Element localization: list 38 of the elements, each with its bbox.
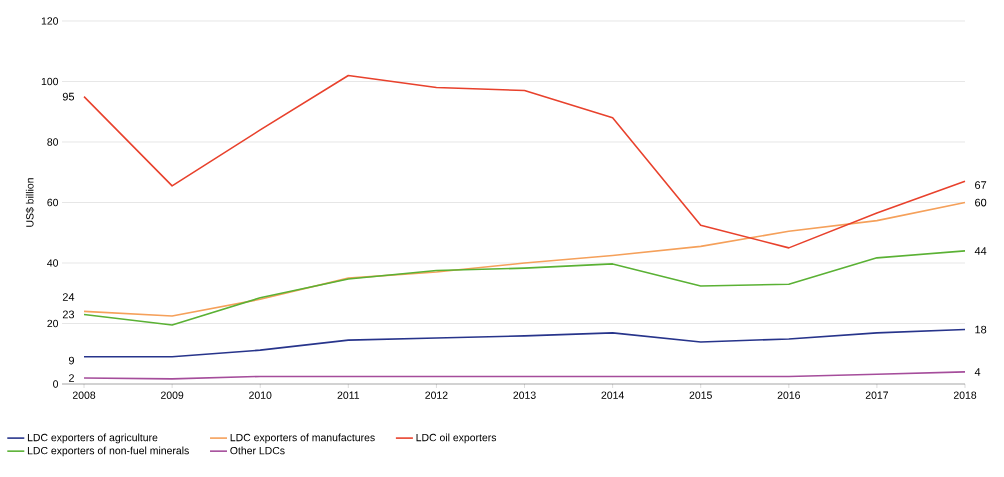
- data-label: 24: [62, 293, 75, 301]
- x-tick-label: 2010: [249, 391, 272, 399]
- data-label: 60: [975, 198, 987, 207]
- data-label: 95: [62, 92, 75, 101]
- data-label: 2: [68, 374, 74, 382]
- legend-label: LDC exporters of non-fuel minerals: [27, 446, 189, 457]
- y-tick-label: 120: [41, 17, 59, 25]
- data-label: 9: [68, 356, 75, 365]
- x-tick-label: 2018: [953, 391, 977, 399]
- legend-label: LDC exporters of agriculture: [27, 433, 158, 444]
- data-label: 67: [975, 181, 987, 189]
- x-tick-label: 2009: [161, 391, 184, 399]
- legend-label: Other LDCs: [230, 446, 285, 455]
- x-tick-label: 2012: [425, 391, 448, 399]
- data-label: 23: [62, 310, 75, 319]
- x-tick-label: 2015: [689, 391, 712, 399]
- legend-label: LDC exporters of manufactures: [230, 433, 375, 444]
- line-series: [83, 201, 966, 317]
- line-series: [83, 328, 966, 358]
- data-label: 44: [974, 247, 987, 255]
- y-tick-label: 40: [47, 259, 59, 267]
- line-series: [83, 250, 966, 326]
- data-label: 18: [975, 325, 987, 334]
- x-tick-label: 2016: [777, 391, 800, 399]
- x-tick-label: 2011: [337, 391, 360, 399]
- y-tick-label: 60: [47, 198, 59, 207]
- x-tick-label: 2014: [601, 391, 624, 399]
- y-tick-label: 80: [47, 138, 59, 146]
- line-series: [83, 74, 966, 249]
- y-axis-title: US$ billion: [25, 178, 35, 227]
- x-tick-label: 2008: [72, 391, 96, 399]
- legend-label: LDC oil exporters: [416, 433, 497, 444]
- x-tick-label: 2017: [865, 391, 889, 399]
- data-label: 4: [974, 368, 981, 376]
- y-tick-label: 0: [53, 380, 59, 388]
- x-tick-label: 2013: [513, 391, 536, 399]
- y-tick-label: 20: [47, 319, 59, 328]
- y-tick-label: 100: [41, 77, 59, 86]
